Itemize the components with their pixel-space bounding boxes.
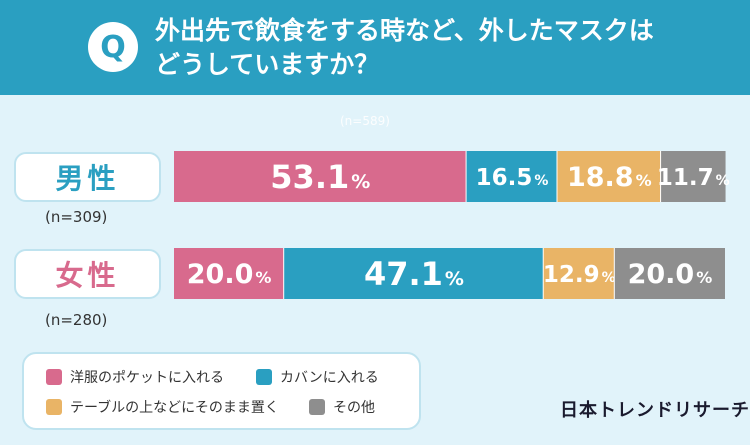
category-label-male: 男性 xyxy=(14,152,161,202)
data-label-female-other: 20.0% xyxy=(628,259,713,290)
legend-label-pocket: 洋服のポケットに入れる xyxy=(70,370,224,386)
bar-female-pocket xyxy=(174,248,285,299)
bar-male-pocket xyxy=(174,151,467,202)
legend-item-table: テーブルの上などにそのまま置く xyxy=(46,397,279,417)
data-label-female-table: 12.9% xyxy=(543,262,616,288)
bar-male-table xyxy=(557,151,662,202)
data-label-male-bag: 16.5% xyxy=(476,165,549,191)
legend-label-bag: カバンに入れる xyxy=(280,370,379,386)
brand-logo-text: 日本トレンドリサーチ xyxy=(560,400,750,421)
legend: 洋服のポケットに入れる カバンに入れる テーブルの上などにそのまま置く その他 xyxy=(22,352,421,430)
data-label-male-table: 18.8% xyxy=(567,162,652,193)
question-text: 外出先で飲食をする時など、外したマスクは どうしていますか？ xyxy=(155,14,715,82)
bar-male-other xyxy=(661,151,726,202)
question-header: Q 外出先で飲食をする時など、外したマスクは どうしていますか？ xyxy=(0,0,750,95)
bar-female-other xyxy=(614,248,725,299)
bar-male-bag xyxy=(466,151,558,202)
legend-swatch-other xyxy=(309,399,325,415)
bar-female-table xyxy=(543,248,615,299)
legend-item-pocket: 洋服のポケットに入れる xyxy=(46,367,224,387)
category-label-female: 女性 xyxy=(14,249,161,299)
bar-female-bag xyxy=(284,248,544,299)
legend-swatch-bag xyxy=(256,369,272,385)
legend-item-bag: カバンに入れる xyxy=(256,367,379,387)
legend-label-table: テーブルの上などにそのまま置く xyxy=(70,400,279,416)
question-line-1: 外出先で飲食をする時など、外したマスクは xyxy=(155,16,654,45)
data-label-female-pocket: 20.0% xyxy=(187,259,272,290)
question-line-2: どうしていますか？ xyxy=(155,50,380,79)
data-label-male-pocket: 53.1% xyxy=(270,158,370,196)
legend-item-other: その他 xyxy=(309,397,375,417)
data-label-male-other: 11.7% xyxy=(657,165,730,191)
legend-label-other: その他 xyxy=(333,400,375,416)
count-female: (n=280) xyxy=(45,311,108,329)
data-label-female-bag: 47.1% xyxy=(364,255,464,293)
count-male: (n=309) xyxy=(45,208,108,226)
q-badge: Q xyxy=(88,22,138,72)
legend-swatch-pocket xyxy=(46,369,62,385)
legend-swatch-table xyxy=(46,399,62,415)
sample-size-note: (n=589) xyxy=(340,114,390,128)
